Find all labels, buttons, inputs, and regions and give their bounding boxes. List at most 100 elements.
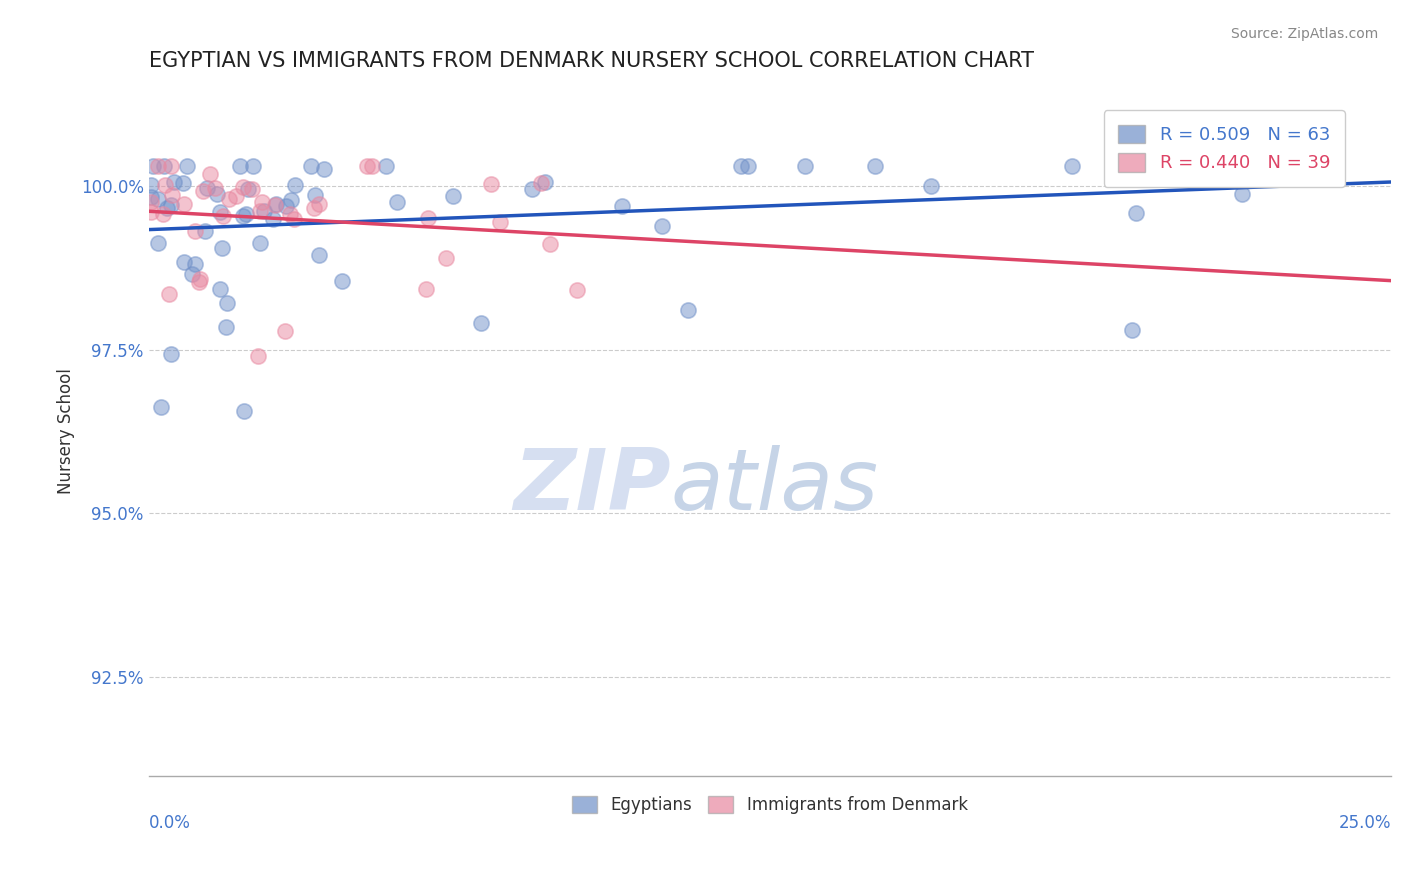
Point (610, 198, 633, 212)
Point (180, 267, 202, 281)
Point (247, 349, 270, 363)
Point (252, 204, 274, 219)
Point (157, 286, 180, 301)
Text: EGYPTIAN VS IMMIGRANTS FROM DENMARK NURSERY SCHOOL CORRELATION CHART: EGYPTIAN VS IMMIGRANTS FROM DENMARK NURS… (149, 51, 1033, 70)
Point (356, 159, 378, 173)
Point (1177, 159, 1199, 173)
Point (188, 275, 211, 289)
Point (162, 187, 184, 202)
Point (141, 195, 163, 210)
Point (1125, 206, 1147, 220)
Point (205, 187, 228, 202)
Point (385, 194, 408, 209)
Point (156, 201, 179, 215)
Point (678, 303, 700, 318)
Point (204, 181, 226, 195)
Point (278, 207, 301, 221)
Point (163, 175, 186, 189)
Point (1194, 159, 1216, 173)
Point (522, 182, 544, 196)
Point (153, 159, 176, 173)
Point (262, 212, 284, 227)
Point (730, 159, 752, 173)
Point (415, 282, 437, 296)
Text: 0.0%: 0.0% (149, 814, 190, 832)
Point (794, 159, 817, 173)
Point (302, 202, 325, 216)
Point (1121, 323, 1143, 337)
Point (283, 212, 305, 227)
Point (194, 224, 217, 238)
Point (1062, 159, 1084, 173)
Point (159, 159, 181, 173)
Point (284, 178, 307, 192)
Point (488, 215, 510, 229)
Point (470, 316, 492, 330)
Point (920, 178, 942, 193)
Point (141, 205, 163, 219)
Point (218, 192, 240, 206)
Point (225, 188, 247, 202)
Point (184, 257, 207, 271)
Point (865, 159, 887, 173)
Point (441, 189, 464, 203)
Text: 25.0%: 25.0% (1339, 814, 1391, 832)
Point (139, 178, 162, 193)
Y-axis label: Nursery School: Nursery School (58, 368, 75, 494)
Point (149, 401, 172, 415)
Point (212, 209, 235, 223)
Point (274, 324, 297, 338)
Point (139, 190, 162, 204)
Point (188, 272, 211, 286)
Point (308, 196, 330, 211)
Point (208, 204, 231, 219)
Point (238, 182, 260, 196)
Point (252, 194, 274, 209)
Point (191, 184, 214, 198)
Point (153, 178, 176, 192)
Point (304, 188, 326, 202)
Point (209, 282, 232, 296)
Legend: Egyptians, Immigrants from Denmark: Egyptians, Immigrants from Denmark (564, 788, 976, 822)
Point (567, 283, 589, 297)
Point (235, 207, 257, 221)
Point (249, 204, 271, 219)
Point (1270, 159, 1292, 173)
Point (280, 194, 302, 208)
Text: atlas: atlas (671, 445, 879, 528)
Point (172, 176, 194, 190)
Point (479, 177, 502, 191)
Point (360, 159, 382, 173)
Point (233, 404, 256, 418)
Point (215, 319, 238, 334)
Point (434, 252, 457, 266)
Point (211, 241, 233, 255)
Point (737, 159, 759, 173)
Point (232, 209, 254, 223)
Point (263, 197, 285, 211)
Point (152, 207, 174, 221)
Text: Source: ZipAtlas.com: Source: ZipAtlas.com (1230, 27, 1378, 41)
Point (274, 199, 297, 213)
Point (538, 236, 561, 251)
Point (240, 182, 263, 196)
Point (232, 179, 254, 194)
Point (195, 180, 218, 194)
Point (416, 211, 439, 226)
Point (651, 219, 673, 233)
Point (183, 224, 205, 238)
Point (146, 159, 169, 173)
Point (299, 159, 322, 173)
Point (217, 295, 239, 310)
Point (146, 235, 169, 250)
Point (229, 159, 252, 173)
Point (308, 247, 330, 261)
Point (176, 159, 198, 173)
Point (198, 167, 221, 181)
Text: ZIP: ZIP (513, 445, 671, 528)
Point (173, 255, 195, 269)
Point (173, 196, 195, 211)
Point (159, 347, 181, 361)
Point (530, 176, 553, 190)
Point (146, 192, 169, 206)
